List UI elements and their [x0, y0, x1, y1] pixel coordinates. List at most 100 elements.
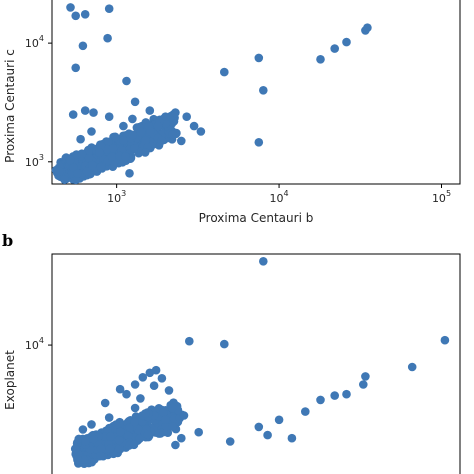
scatter-point — [146, 126, 155, 136]
scatter-point — [342, 37, 351, 47]
scatter-point — [104, 137, 113, 147]
scatter-point — [81, 437, 90, 446]
scatter-point — [185, 336, 194, 346]
x-tick-label: 103 — [107, 189, 126, 205]
scatter-point — [84, 153, 94, 162]
scatter-point — [104, 413, 114, 422]
scatter-point — [96, 141, 106, 150]
scatter-point — [105, 444, 115, 454]
scatter-point — [254, 53, 264, 63]
scatter-point — [122, 76, 131, 86]
scatter-point — [128, 130, 138, 140]
scatter-point — [119, 136, 128, 145]
scatter-point — [316, 395, 325, 405]
scatter-point — [96, 162, 106, 172]
scatter-point — [407, 362, 417, 372]
scatter-point — [130, 380, 140, 389]
scatter-point — [84, 145, 93, 155]
scatter-point — [104, 4, 114, 13]
scatter-point — [73, 455, 83, 465]
scatter-point — [145, 106, 155, 115]
scatter-point — [130, 144, 140, 153]
scatter-point — [287, 433, 297, 443]
scatter-point — [80, 10, 90, 19]
scatter-point — [161, 415, 170, 425]
scatter-point — [104, 112, 114, 121]
scatter-point — [168, 422, 177, 431]
scatter-point — [140, 409, 150, 418]
scatter-point — [440, 335, 450, 345]
scatter-point — [111, 420, 121, 429]
scatter-point — [114, 435, 124, 445]
scatter-point — [136, 394, 145, 403]
scatter-point — [225, 437, 235, 446]
scatter-point — [316, 55, 325, 64]
scatter-point — [76, 134, 85, 144]
scatter-point — [68, 110, 78, 119]
scatter-point — [80, 106, 90, 115]
scatter-point — [107, 152, 117, 161]
scatter-point — [153, 121, 163, 131]
scatter-point — [125, 169, 134, 178]
panel-a-plot-frame — [51, 0, 461, 185]
scatter-point — [274, 415, 284, 425]
scatter-point — [149, 381, 159, 391]
scatter-point — [87, 127, 96, 136]
scatter-point — [82, 167, 92, 176]
scatter-point — [143, 430, 153, 439]
scatter-point — [89, 434, 98, 444]
scatter-point — [154, 429, 164, 438]
scatter-point — [116, 427, 125, 437]
scatter-point — [361, 372, 370, 381]
panel-a-points — [51, 3, 372, 185]
scatter-point — [171, 108, 180, 117]
scatter-point — [73, 169, 82, 178]
scatter-point — [78, 425, 88, 434]
scatter-point — [259, 257, 268, 266]
scatter-point — [359, 380, 368, 389]
scatter-point — [263, 430, 272, 440]
scatter-point — [254, 138, 264, 147]
scatter-point — [161, 112, 170, 121]
scatter-point — [89, 108, 98, 117]
panel-b-axes: 104 — [25, 336, 52, 352]
scatter-point — [65, 155, 75, 165]
scatter-point — [196, 127, 206, 136]
scatter-point — [189, 121, 199, 131]
scatter-point — [182, 112, 191, 121]
scatter-point — [363, 23, 372, 32]
scatter-point — [138, 373, 148, 382]
scatter-point — [168, 403, 177, 413]
y-tick-label: 104 — [25, 336, 44, 352]
scatter-point — [74, 434, 84, 444]
scatter-point — [78, 41, 88, 51]
scatter-point — [69, 163, 78, 172]
y-tick-label: 104 — [25, 34, 44, 50]
scatter-point — [177, 136, 186, 146]
scatter-point — [122, 389, 131, 399]
scatter-point — [71, 11, 80, 21]
scatter-point — [177, 433, 186, 443]
panel-a-ylabel: Proxima Centauri c — [3, 49, 17, 163]
scatter-point — [79, 455, 89, 465]
scatter-point — [119, 121, 128, 131]
scatter-point — [136, 127, 146, 137]
scatter-point — [157, 136, 167, 145]
scatter-point — [330, 44, 340, 53]
x-tick-label: 104 — [270, 189, 289, 205]
scatter-point — [342, 389, 351, 399]
scatter-point — [141, 136, 150, 145]
scatter-point — [103, 33, 112, 43]
panel-a: Proxima Centauri c 103 104 103 104 105 Proxi… — [3, 0, 461, 225]
scatter-point — [140, 148, 150, 157]
scatter-point — [55, 167, 64, 176]
scatter-point — [130, 403, 140, 413]
scatter-point — [130, 97, 140, 107]
scatter-point — [115, 384, 125, 394]
x-tick-label: 105 — [432, 189, 451, 205]
panel-b: b Exoplanet 104 — [2, 231, 461, 474]
panel-b-points — [70, 257, 450, 469]
scatter-point — [301, 407, 310, 416]
scatter-point — [151, 365, 161, 375]
